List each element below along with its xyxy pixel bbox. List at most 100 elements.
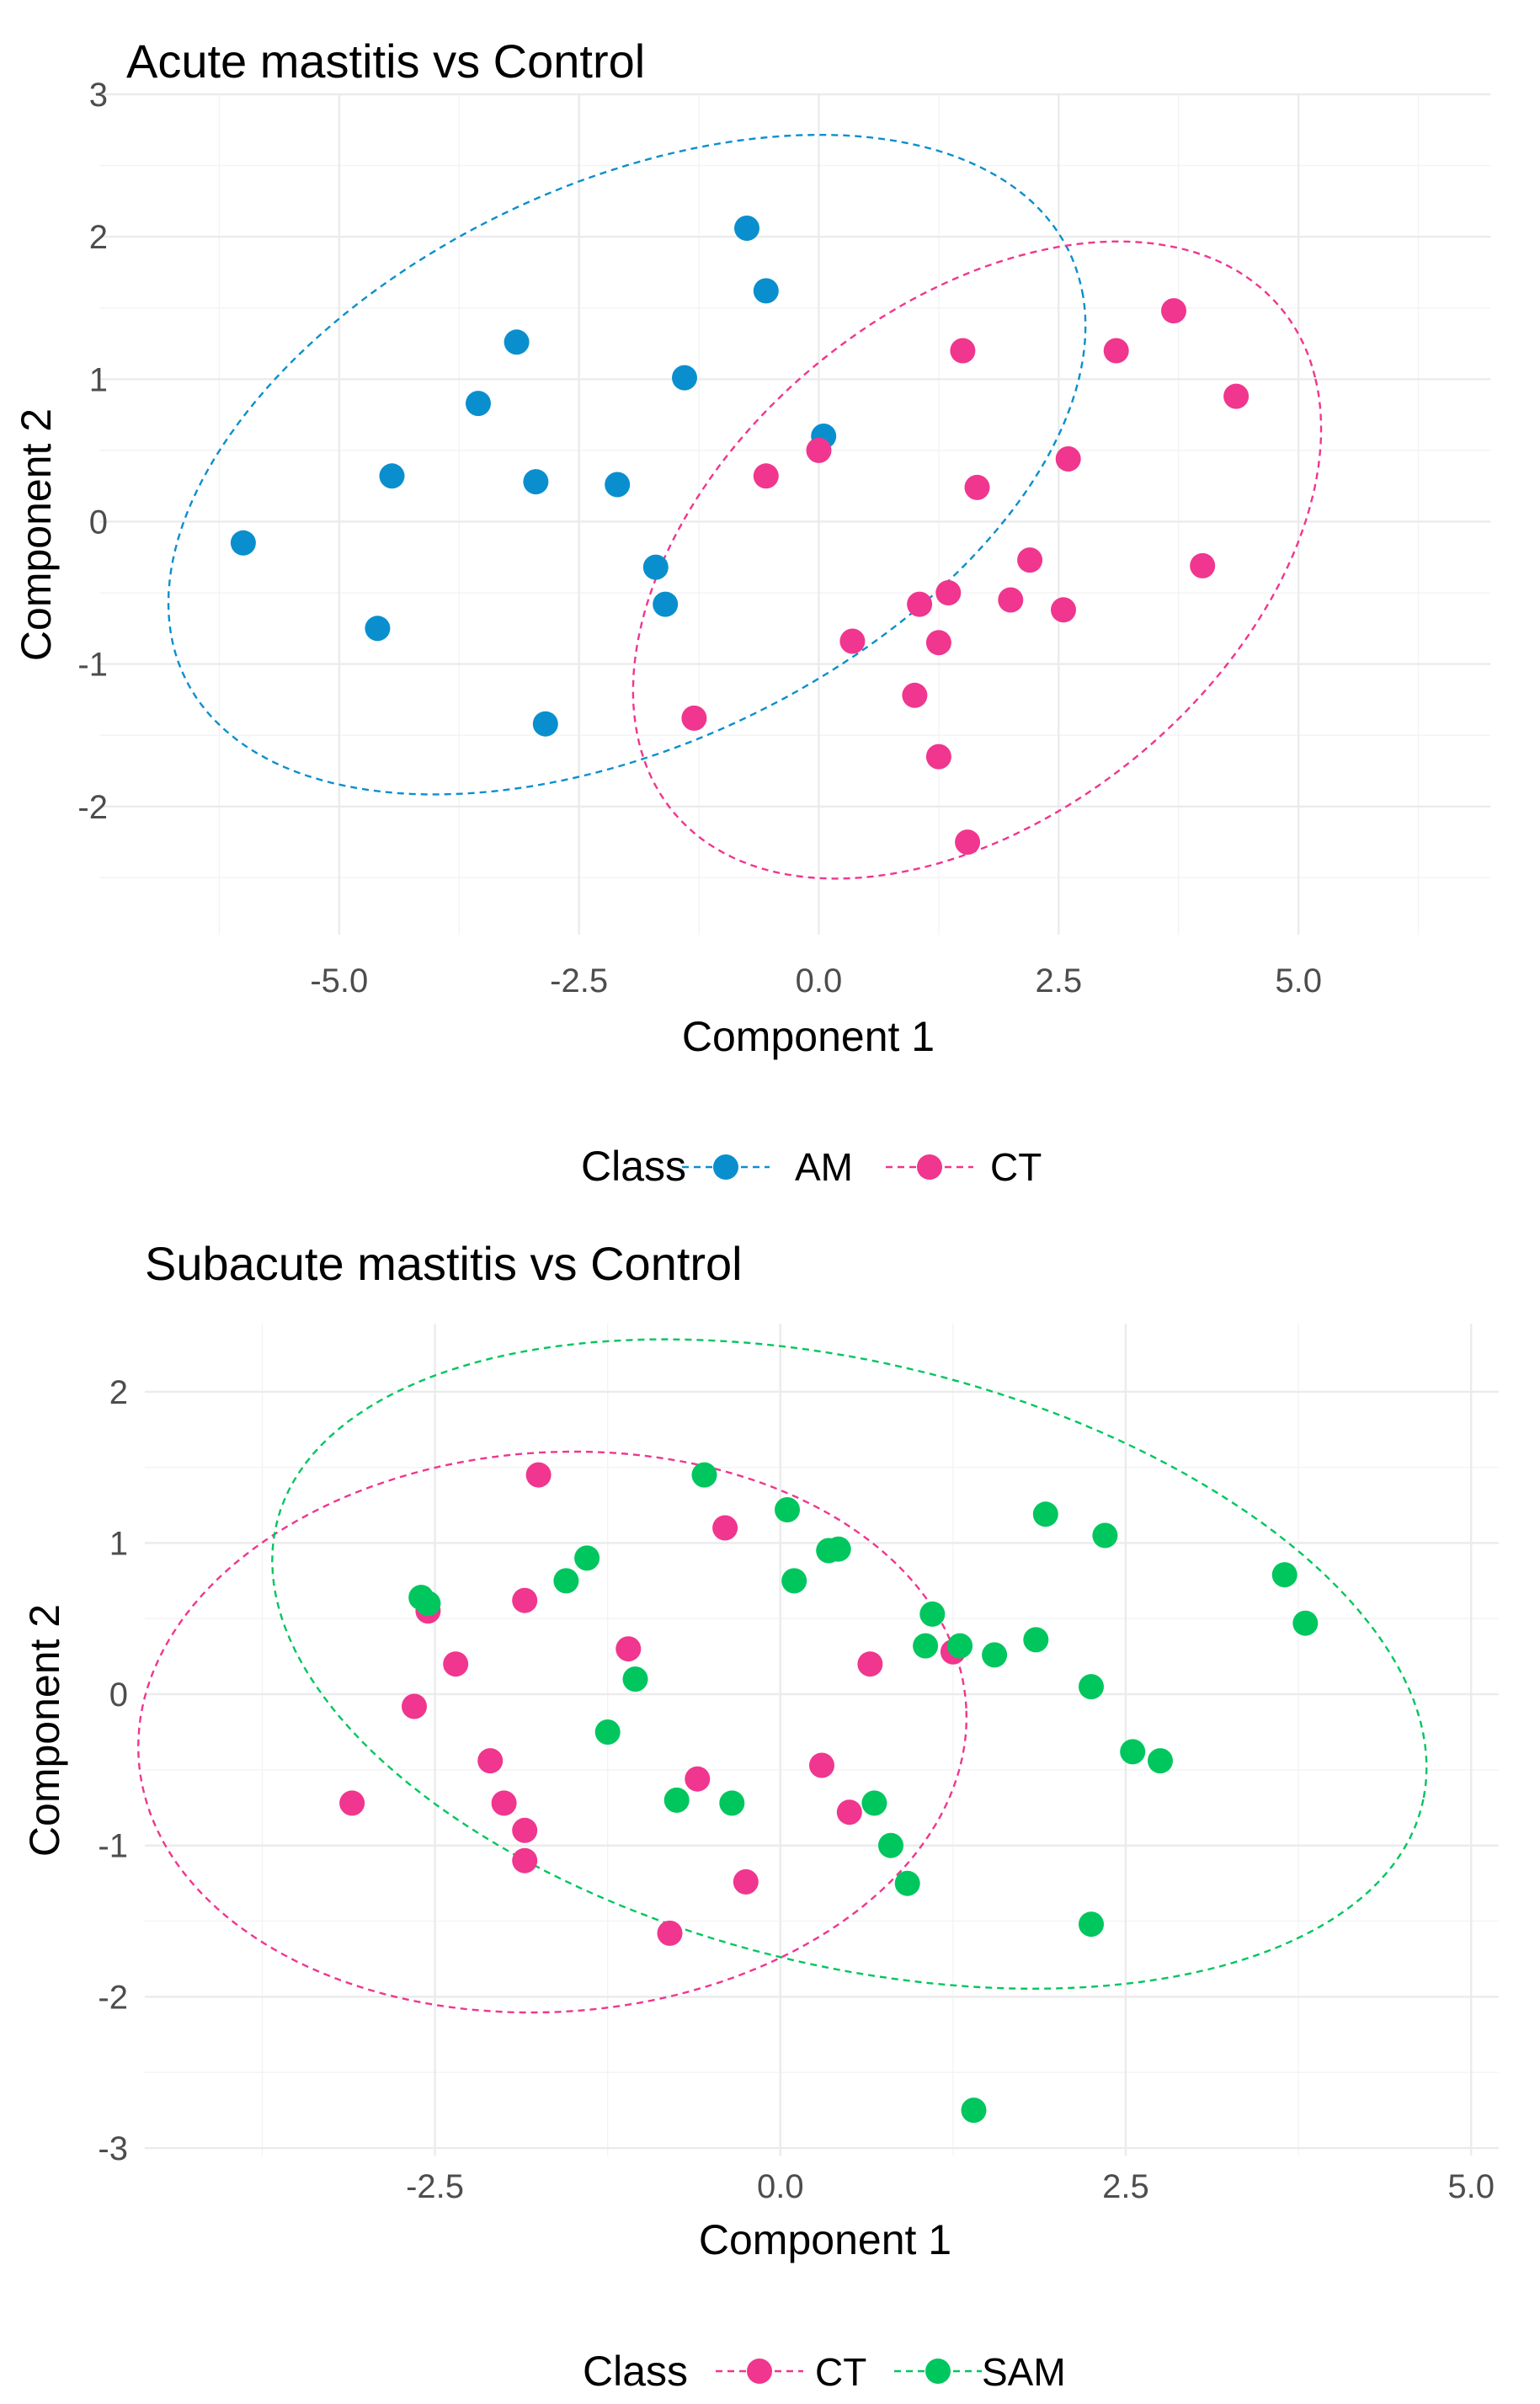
y-tick-labels: -3 -2 -1 0 1 2 (98, 1374, 128, 2167)
point-sam (1032, 1501, 1058, 1527)
confidence-ellipses (167, 134, 1323, 880)
x-tick-label: 5.0 (1275, 962, 1322, 999)
point-ct (753, 463, 779, 489)
legend-entry-sam: SAM (894, 2350, 1066, 2394)
point-ct (964, 474, 990, 500)
legend: Class AM CT (581, 1143, 1042, 1190)
y-tick-label: 0 (109, 1676, 128, 1714)
point-sam (1120, 1739, 1146, 1765)
point-ct (512, 1847, 538, 1874)
point-ct (512, 1587, 538, 1613)
point-sam (982, 1642, 1008, 1668)
point-sam (553, 1568, 579, 1594)
point-ct (339, 1790, 365, 1816)
point-sam (1148, 1748, 1173, 1774)
point-ct (907, 591, 933, 617)
x-tick-label: -2.5 (550, 962, 608, 999)
chart-title: Acute mastitis vs Control (126, 35, 645, 88)
point-sam (415, 1591, 441, 1617)
legend-label-ct: CT (815, 2350, 866, 2394)
legend-label-sam: SAM (982, 2350, 1066, 2394)
point-sam (861, 1790, 887, 1816)
point-ct (925, 630, 951, 656)
panel-subacute-vs-control: -2.5 0.0 2.5 5.0 -3 -2 -1 0 1 2 Subacute mastiti… (21, 1237, 1499, 2395)
point-ct (1051, 597, 1076, 623)
point-ct (681, 705, 707, 731)
point-am (605, 472, 631, 498)
point-ct (685, 1766, 711, 1792)
point-sam (913, 1633, 939, 1659)
legend-label-ct: CT (990, 1145, 1042, 1189)
point-ct (836, 1799, 862, 1826)
ellipse-am (167, 134, 1087, 796)
point-sam (1271, 1562, 1298, 1588)
x-tick-label: -5.0 (310, 962, 368, 999)
point-am (365, 616, 391, 642)
y-tick-labels: -2 -1 0 1 2 3 (77, 77, 108, 826)
ellipse-ct (136, 1450, 968, 2014)
y-tick-label: 0 (89, 504, 108, 541)
y-axis-label: Component 2 (13, 408, 60, 661)
point-am (523, 469, 549, 495)
point-ct (1190, 552, 1216, 578)
point-am (379, 463, 405, 489)
point-ct (955, 829, 981, 856)
x-tick-labels: -5.0 -2.5 0.0 2.5 5.0 (310, 962, 1322, 999)
point-am (653, 591, 679, 617)
y-tick-label: -2 (77, 789, 108, 826)
x-tick-label: 0.0 (757, 2168, 804, 2205)
point-sam (947, 1633, 973, 1659)
y-tick-label: -3 (98, 2130, 128, 2167)
grid-lines (145, 1324, 1499, 2156)
y-tick-label: 1 (89, 361, 108, 398)
point-sam (825, 1536, 851, 1562)
point-sam (919, 1601, 946, 1627)
point-ct (998, 587, 1024, 613)
point-sam (594, 1719, 621, 1745)
x-tick-label: 0.0 (796, 962, 843, 999)
y-axis-label: Component 2 (21, 1604, 68, 1857)
x-tick-label: 5.0 (1447, 2168, 1495, 2205)
legend: Class CT SAM (583, 2348, 1066, 2395)
point-ct (839, 628, 866, 654)
point-ct (935, 580, 962, 605)
point-ct (525, 1462, 552, 1488)
point-sam (663, 1787, 690, 1813)
point-ct (1223, 383, 1250, 409)
point-ct (950, 338, 976, 364)
point-am (504, 329, 530, 355)
point-am (642, 554, 669, 580)
point-ct (1055, 446, 1081, 472)
point-sam (1079, 1674, 1104, 1700)
point-sam (1292, 1610, 1319, 1636)
point-sam (1023, 1627, 1049, 1653)
point-ct (443, 1651, 469, 1677)
y-tick-label: 2 (89, 219, 108, 256)
point-ct (1103, 338, 1129, 364)
ellipse-sam (271, 1338, 1428, 1991)
grid-lines (99, 93, 1490, 935)
point-sam (1092, 1522, 1118, 1548)
point-am (672, 365, 697, 391)
point-sam (961, 2098, 987, 2124)
y-tick-label: -2 (98, 1979, 128, 2016)
y-tick-label: 3 (89, 77, 108, 114)
legend-entry-ct: CT (886, 1145, 1042, 1189)
point-ct (512, 1817, 538, 1843)
legend-title: Class (581, 1143, 686, 1190)
x-tick-label: 2.5 (1102, 2168, 1149, 2205)
point-sam (574, 1545, 600, 1571)
point-ct (925, 744, 951, 770)
scatter-points (339, 1462, 1319, 2124)
point-ct (809, 1752, 834, 1778)
scatter-points (230, 216, 1250, 856)
x-axis-label: Component 1 (682, 1013, 935, 1060)
x-tick-label: 2.5 (1036, 962, 1083, 999)
y-tick-label: 1 (109, 1525, 128, 1562)
panel-acute-vs-control: -5.0 -2.5 0.0 2.5 5.0 -2 -1 0 1 2 3 Acute mastiti… (13, 35, 1490, 1190)
legend-entry-am: AM (682, 1145, 853, 1189)
point-ct (902, 682, 928, 708)
point-ct (615, 1636, 642, 1662)
point-sam (719, 1790, 745, 1816)
